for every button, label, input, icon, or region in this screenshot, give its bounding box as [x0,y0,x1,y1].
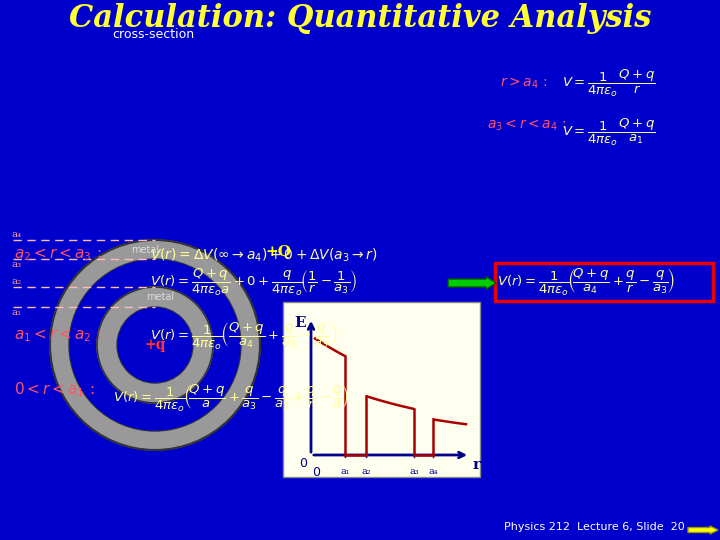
Text: $V(r) = \Delta V(\infty \to a_4) + 0 + \Delta V(a_3 \to r)$: $V(r) = \Delta V(\infty \to a_4) + 0 + \… [150,246,378,264]
Text: Calculation: Quantitative Analysis: Calculation: Quantitative Analysis [69,3,651,33]
Text: $a_2 < r < a_3\,:$: $a_2 < r < a_3\,:$ [14,247,102,264]
Text: a₄: a₄ [11,230,22,239]
Text: $V(r) = \dfrac{Q+q}{4\pi\varepsilon_o a} + 0 + \dfrac{q}{4\pi\varepsilon_o}\!\le: $V(r) = \dfrac{Q+q}{4\pi\varepsilon_o a}… [150,266,357,298]
Text: a₃: a₃ [11,260,21,269]
Text: +Q: +Q [265,244,291,258]
Text: cross-section: cross-section [112,29,194,42]
Text: Physics 212  Lecture 6, Slide  20: Physics 212 Lecture 6, Slide 20 [504,522,685,532]
Text: a₄: a₄ [428,467,438,476]
Text: E: E [294,316,306,330]
Text: 0: 0 [299,457,307,470]
Text: $V(r) = \dfrac{1}{4\pi\varepsilon_o}\!\left(\!\dfrac{Q+q}{a_4}+\dfrac{q}{r}-\dfr: $V(r) = \dfrac{1}{4\pi\varepsilon_o}\!\l… [497,266,675,298]
Text: $a_1 < r < a_2\,:$: $a_1 < r < a_2\,:$ [14,328,102,345]
Text: $0 < r < a_1\,:$: $0 < r < a_1\,:$ [14,381,95,400]
Text: +q: +q [144,338,166,352]
FancyArrow shape [448,276,496,289]
Text: $r > a_4\,:$: $r > a_4\,:$ [500,75,548,91]
Text: $V = \dfrac{1}{4\pi\varepsilon_o}\dfrac{Q+q}{r}$: $V = \dfrac{1}{4\pi\varepsilon_o}\dfrac{… [562,68,656,99]
Bar [495,263,713,301]
Text: a₁: a₁ [11,308,22,317]
Text: r: r [473,458,481,472]
FancyArrow shape [688,526,718,534]
Text: $V = \dfrac{1}{4\pi\varepsilon_o}\dfrac{Q+q}{a_1}$: $V = \dfrac{1}{4\pi\varepsilon_o}\dfrac{… [562,117,656,147]
Text: metal: metal [146,292,174,302]
Circle shape [118,308,192,382]
Circle shape [48,238,262,452]
Text: a₃: a₃ [409,467,419,476]
Bar [283,302,480,477]
Text: $V(r)=\dfrac{1}{4\pi\varepsilon_o}\!\left(\!\dfrac{Q+q}{a}+\dfrac{q}{a_3}-\dfrac: $V(r)=\dfrac{1}{4\pi\varepsilon_o}\!\lef… [113,382,349,414]
Text: a₂: a₂ [361,467,371,476]
Text: a₂: a₂ [11,277,22,286]
Circle shape [70,260,240,430]
Text: a₁: a₁ [340,467,350,476]
Text: $V(r) = \dfrac{1}{4\pi\varepsilon_o}\!\left(\dfrac{Q+q}{a_4}+\dfrac{q}{a_3}-\dfr: $V(r) = \dfrac{1}{4\pi\varepsilon_o}\!\l… [150,320,338,352]
Text: metal: metal [131,245,159,255]
Text: $a_3 < r < a_4\,:$: $a_3 < r < a_4\,:$ [487,117,567,133]
Text: 0: 0 [312,466,320,479]
